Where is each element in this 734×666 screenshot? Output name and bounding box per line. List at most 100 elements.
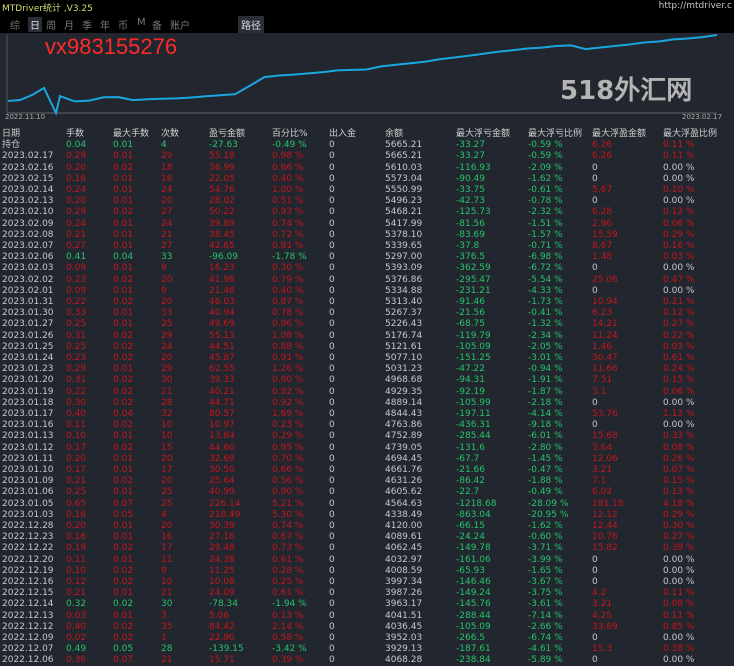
cell-max-lots: 0.02 [113, 442, 134, 453]
table-row[interactable]: 2023.02.16 0.20 0.02 18 36.99 0.66 % 0 5610.03 -… [0, 163, 734, 174]
cell-pnl-percent: 2.14 % [272, 621, 304, 632]
header-deposit-withdraw[interactable]: 出入金 [329, 129, 357, 139]
header-count[interactable]: 次数 [161, 129, 180, 139]
tab-1[interactable]: 日 [28, 17, 42, 32]
cell-date: 2023.02.13 [2, 196, 54, 207]
table-row[interactable]: 2023.02.02 0.23 0.02 20 41.98 0.79 % 0 5376.86 -… [0, 275, 734, 286]
table-row[interactable]: 2023.02.09 0.24 0.01 24 39.89 0.74 % 0 5417.99 -… [0, 219, 734, 230]
cell-deposit-withdraw: 0 [329, 308, 335, 319]
header-max-float-gain[interactable]: 最大浮盈金额 [592, 129, 647, 139]
header-balance[interactable]: 余额 [385, 129, 404, 139]
table-row[interactable]: 2022.12.06 0.36 0.07 21 15.71 0.39 % 0 4068.28 -… [0, 655, 734, 666]
cell-date: 2023.01.12 [2, 442, 54, 453]
cell-count: 9 [161, 565, 167, 576]
table-row[interactable]: 2023.02.07 0.27 0.01 27 42.65 0.81 % 0 5339.65 -… [0, 241, 734, 252]
cell-balance: 4564.63 [385, 498, 423, 509]
table-row[interactable]: 2022.12.07 0.49 0.05 28 -139.15 -3.42 % 0 3929.… [0, 644, 734, 655]
table-row[interactable]: 2023.01.31 0.22 0.02 20 46.03 0.87 % 0 5313.40 -… [0, 297, 734, 308]
table-row[interactable]: 持仓 0.04 0.01 4 -27.63 -0.49 % 0 5665.21 -33.27 -0… [0, 140, 734, 151]
table-row[interactable]: 2022.12.23 0.16 0.01 16 27.16 0.67 % 0 4089.61 -… [0, 532, 734, 543]
cell-max-lots: 0.01 [113, 263, 134, 274]
cell-balance: 5176.74 [385, 330, 423, 341]
tab-0[interactable]: 综 [10, 21, 20, 32]
table-row[interactable]: 2023.02.03 0.09 0.01 9 16.23 0.30 % 0 5393.09 -3… [0, 263, 734, 274]
cell-pnl: 38.45 [209, 229, 235, 240]
table-row[interactable]: 2023.01.23 0.29 0.01 29 62.55 1.26 % 0 5031.23 -… [0, 364, 734, 375]
cell-max-float-gain-pct: 0.11 % [663, 140, 695, 151]
table-row[interactable]: 2023.02.14 0.24 0.01 24 54.76 1.00 % 0 5550.99 -… [0, 185, 734, 196]
table-row[interactable]: 2022.12.15 0.21 0.01 21 24.09 0.61 % 0 3987.26 -… [0, 588, 734, 599]
table-row[interactable]: 2023.01.24 0.23 0.02 20 45.87 0.91 % 0 5077.10 -… [0, 353, 734, 364]
header-max-float-loss-pct[interactable]: 最大浮亏比例 [528, 129, 583, 139]
cell-balance: 4631.26 [385, 476, 423, 487]
table-row[interactable]: 2022.12.16 0.12 0.02 10 10.08 0.25 % 0 3997.34 -… [0, 577, 734, 588]
cell-lots: 0.20 [66, 162, 87, 173]
table-row[interactable]: 2022.12.14 0.32 0.02 30 -78.34 -1.94 % 0 3963.1… [0, 599, 734, 610]
cell-max-float-loss: -125.73 [456, 207, 491, 218]
cell-count: 24 [161, 185, 173, 195]
cell-pnl-percent: 0.13 % [272, 610, 304, 621]
table-row[interactable]: 2023.01.16 0.11 0.02 10 10.97 0.23 % 0 4763.86 -… [0, 420, 734, 431]
header-pnl[interactable]: 盈亏金额 [209, 129, 246, 139]
table-row[interactable]: 2023.02.10 0.29 0.02 27 50.22 0.93 % 0 5468.21 -… [0, 207, 734, 218]
table-row[interactable]: 2023.01.11 0.20 0.01 20 32.69 0.70 % 0 4694.45 -… [0, 454, 734, 465]
header-max-float-loss[interactable]: 最大浮亏金额 [456, 129, 511, 139]
table-row[interactable]: 2022.12.09 0.02 0.02 1 22.90 0.58 % 0 3952.03 -2… [0, 633, 734, 644]
tab-4[interactable]: 季 [82, 21, 92, 32]
table-row[interactable]: 2022.12.13 0.03 0.01 3 5.06 0.13 % 0 4041.51 -28… [0, 611, 734, 622]
cell-max-float-loss-pct: -3.01 % [528, 353, 563, 363]
table-row[interactable]: 2023.02.17 0.29 0.01 29 55.18 0.98 % 0 5665.21 -… [0, 151, 734, 162]
table-row[interactable]: 2023.02.13 0.20 0.01 20 28.02 0.51 % 0 5496.23 -… [0, 196, 734, 207]
table-row[interactable]: 2023.02.15 0.16 0.01 16 22.05 0.40 % 0 5573.04 -… [0, 174, 734, 185]
table-row[interactable]: 2023.01.13 0.10 0.01 10 13.84 0.29 % 0 4752.89 -… [0, 431, 734, 442]
table-row[interactable]: 2023.01.10 0.17 0.01 17 30.50 0.66 % 0 4661.76 -… [0, 465, 734, 476]
tab-3[interactable]: 月 [64, 21, 74, 32]
table-row[interactable]: 2023.01.17 0.40 0.04 32 80.57 1.69 % 0 4844.43 -… [0, 409, 734, 420]
table-row[interactable]: 2023.01.27 0.25 0.01 25 49.69 0.96 % 0 5226.43 -… [0, 319, 734, 330]
header-max-float-gain-pct[interactable]: 最大浮盈比例 [663, 129, 718, 139]
table-row[interactable]: 2023.01.26 0.31 0.02 29 55.13 1.08 % 0 5176.74 -… [0, 331, 734, 342]
cell-date: 2023.01.03 [2, 509, 54, 520]
header-date[interactable]: 日期 [2, 129, 21, 139]
table-row[interactable]: 2022.12.28 0.20 0.01 20 30.39 0.74 % 0 4120.00 -… [0, 521, 734, 532]
cell-max-float-gain-pct: 0.26 % [663, 453, 695, 464]
cell-date: 2023.01.30 [2, 308, 54, 319]
tab-8[interactable]: 备 [152, 21, 162, 32]
table-row[interactable]: 2023.01.12 0.17 0.02 15 44.60 0.95 % 0 4739.05 -… [0, 443, 734, 454]
tab-9[interactable]: 账户 [170, 21, 190, 32]
cell-lots: 0.16 [66, 532, 87, 543]
cell-max-float-loss-pct: -0.47 % [528, 465, 563, 475]
cell-max-float-loss: -295.47 [456, 274, 491, 285]
table-row[interactable]: 2023.01.06 0.25 0.01 25 40.99 0.90 % 0 4605.62 -… [0, 487, 734, 498]
tab-6[interactable]: 币 [118, 21, 128, 32]
table-row[interactable]: 2023.01.09 0.21 0.02 20 25.64 0.56 % 0 4631.26 -… [0, 476, 734, 487]
cell-deposit-withdraw: 0 [329, 173, 335, 184]
table-row[interactable]: 2023.01.20 0.31 0.02 30 39.33 0.80 % 0 4968.68 -… [0, 375, 734, 386]
cell-max-float-gain: 0 [592, 196, 598, 207]
table-row[interactable]: 2023.01.19 0.22 0.02 21 40.21 0.82 % 0 4929.35 -… [0, 387, 734, 398]
table-row[interactable]: 2022.12.12 0.40 0.02 35 84.42 2.14 % 0 4036.45 -… [0, 622, 734, 633]
path-button[interactable]: 路径 [238, 16, 264, 33]
table-row[interactable]: 2023.02.08 0.21 0.01 21 38.45 0.72 % 0 5378.10 -… [0, 230, 734, 241]
cell-count: 29 [161, 151, 173, 162]
table-row[interactable]: 2023.02.01 0.09 0.01 9 21.48 0.40 % 0 5334.88 -2… [0, 286, 734, 297]
header-lots[interactable]: 手数 [66, 129, 85, 139]
table-row[interactable]: 2022.12.19 0.10 0.02 9 11.25 0.28 % 0 4008.59 -6… [0, 566, 734, 577]
header-max-lots[interactable]: 最大手数 [113, 129, 150, 139]
table-row[interactable]: 2022.12.20 0.11 0.01 11 24.38 0.61 % 0 4032.97 -… [0, 555, 734, 566]
table-row[interactable]: 2023.01.18 0.30 0.02 28 44.71 0.92 % 0 4889.14 -… [0, 398, 734, 409]
cell-max-float-gain-pct: 0.00 % [663, 285, 695, 296]
table-row[interactable]: 2023.01.03 0.16 0.05 4 218.49 5.30 % 0 4338.49 -… [0, 510, 734, 521]
table-row[interactable]: 2022.12.22 0.19 0.02 17 29.48 0.73 % 0 4062.45 -… [0, 543, 734, 554]
tab-5[interactable]: 年 [100, 21, 110, 32]
table-row[interactable]: 2023.01.05 0.65 0.07 25 226.14 5.21 % 0 4564.63… [0, 499, 734, 510]
tab-7[interactable]: M [137, 17, 146, 28]
cell-pnl: 11.25 [209, 565, 235, 576]
table-row[interactable]: 2023.02.06 0.41 0.04 33 -96.09 -1.78 % 0 5297.0… [0, 252, 734, 263]
table-row[interactable]: 2023.01.25 0.25 0.02 24 44.51 0.88 % 0 5121.61 -… [0, 342, 734, 353]
website-link[interactable]: http://mtdriver.c [658, 1, 732, 11]
table-row[interactable]: 2023.01.30 0.33 0.01 33 40.94 0.78 % 0 5267.37 -… [0, 308, 734, 319]
tab-2[interactable]: 周 [46, 21, 56, 32]
cell-max-float-loss-pct: -3.99 % [528, 554, 563, 565]
header-pnl-percent[interactable]: 百分比% [272, 129, 308, 139]
